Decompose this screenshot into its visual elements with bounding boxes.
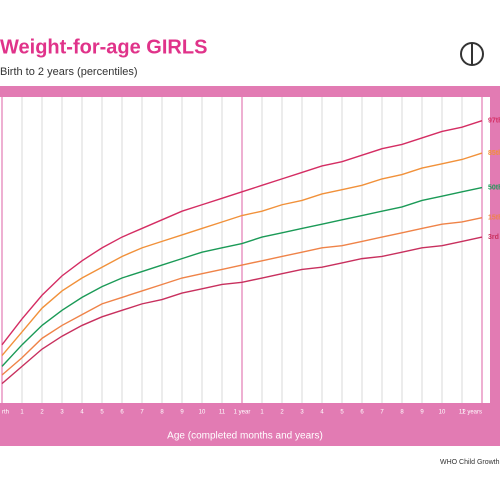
x-tick-label: 6 <box>360 410 364 416</box>
x-tick-label: 9 <box>180 410 184 416</box>
chart-subtitle: Birth to 2 years (percentiles) <box>0 66 138 78</box>
percentile-line <box>1 152 483 357</box>
percentile-line <box>1 216 483 376</box>
series-label: 3rd <box>488 234 499 241</box>
series-label: 97th <box>488 118 500 125</box>
x-tick-label: 1 <box>260 410 264 416</box>
x-tick-label: 3 <box>300 410 304 416</box>
percentile-line <box>1 236 483 385</box>
x-tick-label: rth <box>2 410 9 416</box>
x-tick-label: 10 <box>439 410 446 416</box>
x-tick-label: 1 <box>20 410 24 416</box>
x-tick-label: 4 <box>80 410 84 416</box>
x-tick-label: 11 <box>219 410 226 416</box>
x-tick-label: 5 <box>100 410 104 416</box>
x-tick-label: 2 <box>280 410 284 416</box>
chart-title: Weight-for-age GIRLS <box>0 36 207 58</box>
x-tick-label: 3 <box>60 410 64 416</box>
x-tick-label: 9 <box>420 410 424 416</box>
x-tick-label: 8 <box>400 410 404 416</box>
logo-globe <box>460 42 484 66</box>
percentile-line <box>1 120 483 346</box>
x-tick-label: 7 <box>140 410 144 416</box>
x-tick-label: 7 <box>380 410 384 416</box>
x-tick-label: 8 <box>160 410 164 416</box>
series-label: 15th <box>488 215 500 222</box>
percentile-line <box>1 186 483 367</box>
x-tick-label: 4 <box>320 410 324 416</box>
who-logo <box>460 42 484 66</box>
x-tick-label: 11 <box>459 410 466 416</box>
x-tick-label: 10 <box>199 410 206 416</box>
x-tick-label: 5 <box>340 410 344 416</box>
x-axis-title: Age (completed months and years) <box>167 431 323 442</box>
plot-area <box>0 97 490 403</box>
x-tick-label: 1 year <box>234 410 251 416</box>
x-tick-label: 2 <box>40 410 44 416</box>
x-tick-label: 6 <box>120 410 124 416</box>
series-label: 85th <box>488 150 500 157</box>
x-tick-label: 2 years <box>462 410 482 416</box>
series-label: 50th <box>488 184 500 191</box>
footer: WHO Child Growth <box>440 459 500 466</box>
